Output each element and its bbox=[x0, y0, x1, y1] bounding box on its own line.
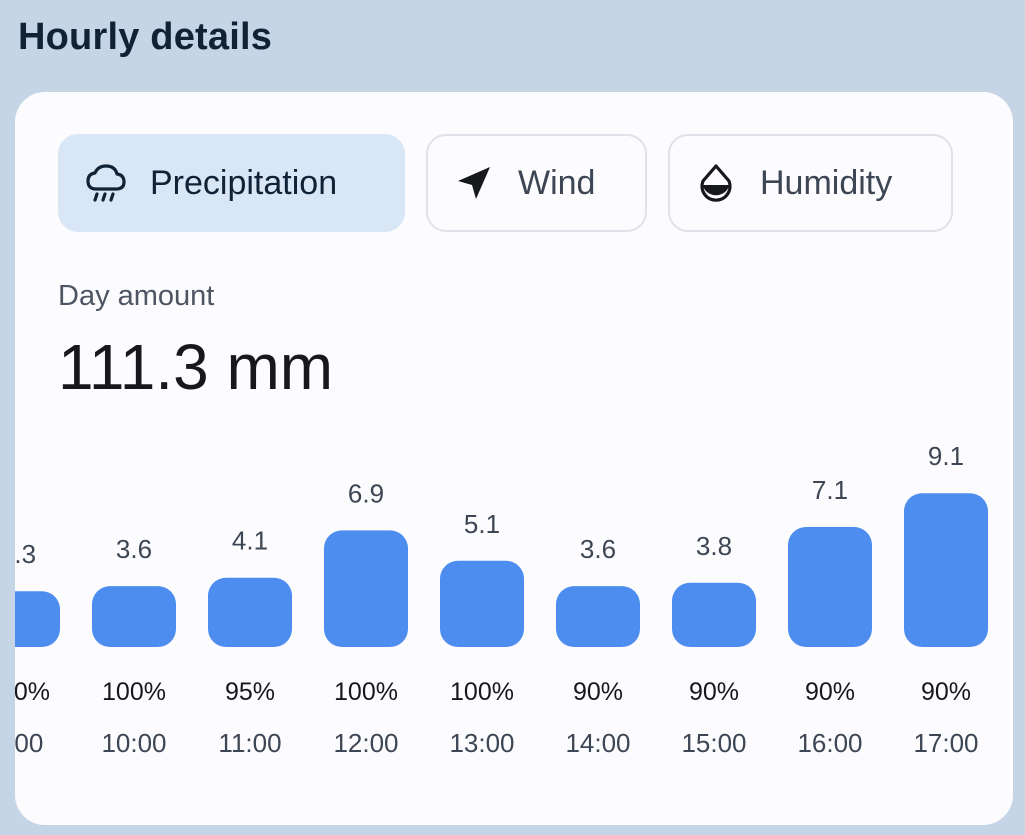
tab-humidity-label: Humidity bbox=[760, 163, 893, 202]
bar-value-label: 5.1 bbox=[464, 509, 500, 539]
hour-label: 16:00 bbox=[797, 728, 862, 758]
precipitation-bar bbox=[92, 586, 176, 647]
precipitation-probability: 90% bbox=[573, 678, 623, 706]
precipitation-probability: 95% bbox=[225, 678, 275, 706]
bar-value-label: 3.8 bbox=[696, 531, 732, 561]
hour-label: 11:00 bbox=[218, 728, 281, 758]
hour-label: 9:00 bbox=[15, 728, 43, 758]
bar-value-label: 3.3 bbox=[15, 539, 36, 569]
precipitation-probability: 100% bbox=[15, 678, 50, 706]
day-amount-value: 111.3 mm bbox=[58, 331, 334, 403]
precipitation-probability: 90% bbox=[805, 678, 855, 706]
precipitation-bar bbox=[440, 560, 524, 647]
tab-precipitation[interactable]: Precipitation bbox=[58, 134, 405, 232]
precipitation-probability: 90% bbox=[689, 678, 739, 706]
precipitation-bar bbox=[556, 586, 640, 647]
tab-humidity[interactable]: Humidity bbox=[668, 134, 953, 232]
hour-label: 15:00 bbox=[681, 728, 746, 758]
precipitation-bar bbox=[672, 582, 756, 647]
precipitation-probability: 100% bbox=[450, 678, 514, 706]
rain-cloud-icon bbox=[84, 161, 128, 205]
precipitation-bar bbox=[324, 530, 408, 647]
tab-wind-label: Wind bbox=[518, 163, 596, 202]
hour-label: 13:00 bbox=[449, 728, 514, 758]
precipitation-bar bbox=[904, 493, 988, 647]
bar-value-label: 9.1 bbox=[928, 441, 964, 471]
bar-value-label: 6.9 bbox=[348, 478, 384, 508]
bar-value-label: 3.6 bbox=[580, 534, 616, 564]
precipitation-probability: 90% bbox=[921, 678, 971, 706]
hour-label: 17:00 bbox=[913, 728, 978, 758]
hour-label: 14:00 bbox=[565, 728, 630, 758]
bar-value-label: 3.6 bbox=[116, 534, 152, 564]
hourly-precipitation-chart: 3.3 100% 9:00 3.6 100% 10:00 4.1 95% 11:00 6.9 100… bbox=[15, 441, 988, 758]
hour-label: 10:00 bbox=[101, 728, 166, 758]
bar-value-label: 4.1 bbox=[232, 526, 268, 556]
navigation-arrow-icon bbox=[452, 161, 496, 205]
hour-label: 12:00 bbox=[333, 728, 398, 758]
section-title: Hourly details bbox=[18, 16, 273, 58]
precipitation-bar bbox=[15, 591, 60, 647]
tab-precipitation-label: Precipitation bbox=[150, 163, 338, 202]
tab-wind[interactable]: Wind bbox=[426, 134, 647, 232]
water-drop-icon bbox=[694, 161, 738, 205]
precipitation-bar bbox=[208, 577, 292, 647]
precipitation-probability: 100% bbox=[102, 678, 166, 706]
bar-value-label: 7.1 bbox=[812, 475, 848, 505]
precipitation-bar bbox=[788, 527, 872, 647]
hourly-card: Precipitation Wind Humidity Day amount 1… bbox=[15, 92, 1013, 825]
day-amount-label: Day amount bbox=[58, 280, 215, 312]
precipitation-probability: 100% bbox=[334, 678, 398, 706]
